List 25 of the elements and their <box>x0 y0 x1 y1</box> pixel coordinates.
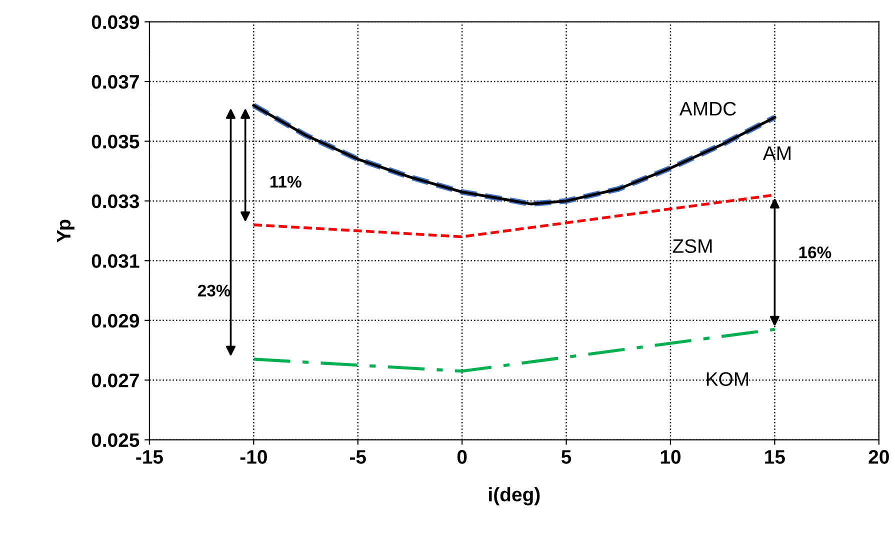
y-axis-title: Yp <box>57 220 74 242</box>
annotation: 16% <box>799 246 832 258</box>
x-tick-label: 20 <box>868 450 889 464</box>
y-tick-label: 0.037 <box>92 74 139 89</box>
x-tick-label: 10 <box>660 450 680 464</box>
x-tick-label: -10 <box>240 450 267 464</box>
series-label: AMDC <box>679 102 736 116</box>
y-tick-label: 0.025 <box>92 433 140 448</box>
annotation: 23% <box>198 284 230 297</box>
x-tick-label: 5 <box>561 450 572 464</box>
y-tick-label: 0.029 <box>92 314 140 328</box>
x-tick-label: 0 <box>457 450 467 464</box>
x-tick-label: 15 <box>765 450 785 464</box>
x-tick-label: -5 <box>350 450 366 464</box>
annotation: 11% <box>270 176 302 188</box>
series-label: AM <box>762 146 790 160</box>
y-tick-label: 0.039 <box>92 15 140 30</box>
x-axis-title: i(deg) <box>489 487 540 506</box>
x-tick-label: -15 <box>136 450 163 464</box>
series-label: ZSM <box>672 239 712 253</box>
y-tick-label: 0.035 <box>92 134 140 148</box>
series-label: KOM <box>706 372 748 386</box>
y-tick-label: 0.027 <box>92 374 139 388</box>
y-tick-label: 0.031 <box>92 254 140 268</box>
y-tick-label: 0.033 <box>92 194 140 208</box>
